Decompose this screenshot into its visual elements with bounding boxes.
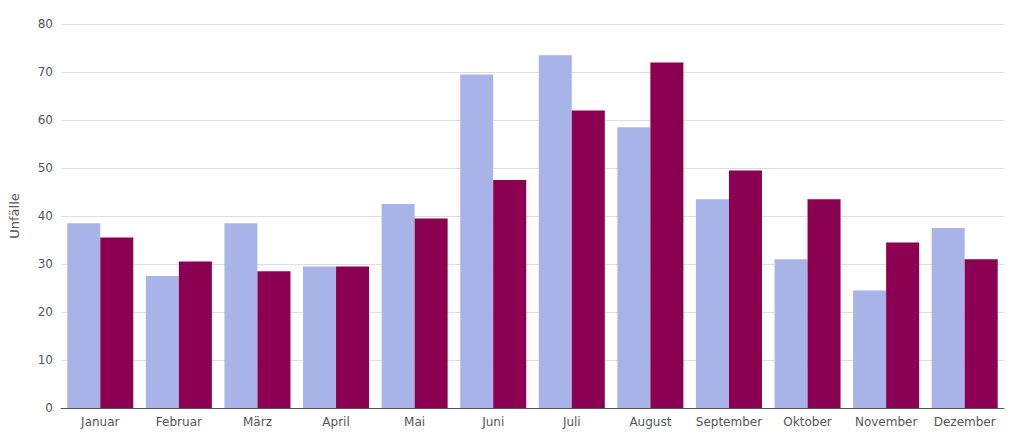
svg-text:März: März [243, 415, 272, 429]
svg-text:November: November [855, 415, 917, 429]
svg-text:Unfälle: Unfälle [7, 193, 22, 239]
svg-text:Juli: Juli [562, 415, 581, 429]
svg-text:Juni: Juni [481, 415, 504, 429]
svg-text:30: 30 [38, 257, 53, 271]
svg-text:September: September [696, 415, 762, 429]
svg-text:Mai: Mai [404, 415, 425, 429]
svg-text:August: August [629, 415, 671, 429]
svg-text:50: 50 [38, 161, 53, 175]
svg-text:Oktober: Oktober [783, 415, 831, 429]
svg-text:April: April [322, 415, 349, 429]
svg-text:0: 0 [45, 401, 53, 415]
svg-text:60: 60 [38, 113, 53, 127]
svg-text:40: 40 [38, 209, 53, 223]
svg-text:70: 70 [38, 65, 53, 79]
svg-text:Februar: Februar [156, 415, 202, 429]
svg-text:Dezember: Dezember [934, 415, 996, 429]
svg-text:Januar: Januar [80, 415, 119, 429]
svg-text:10: 10 [38, 353, 53, 367]
svg-text:80: 80 [38, 17, 53, 31]
svg-text:20: 20 [38, 305, 53, 319]
